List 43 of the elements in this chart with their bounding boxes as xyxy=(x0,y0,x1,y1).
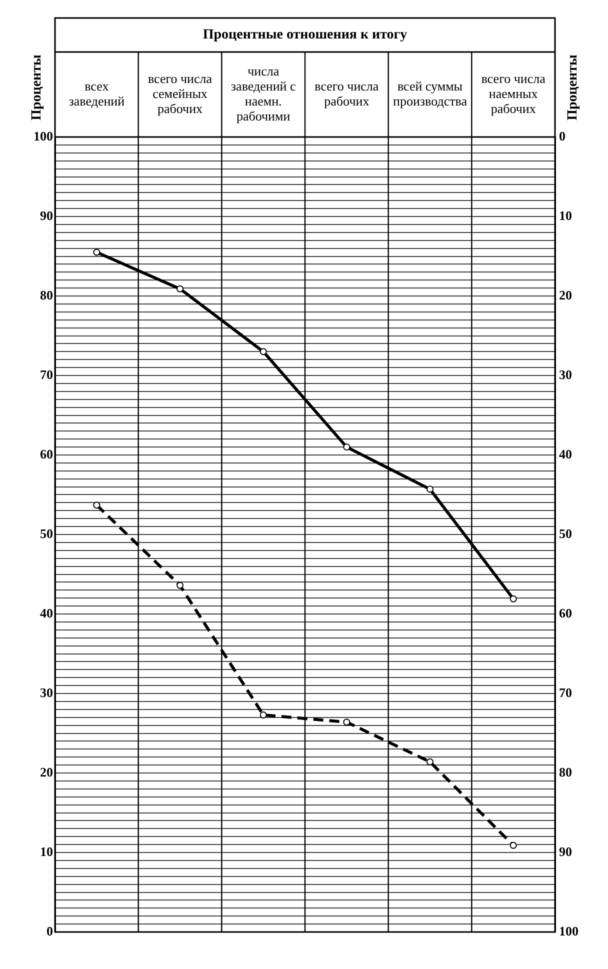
y2-axis-title: Проценты xyxy=(566,54,581,120)
y2-tick-label: 60 xyxy=(559,605,572,620)
y-tick-label: 80 xyxy=(40,287,53,302)
point xyxy=(176,285,184,292)
y-tick-label: 30 xyxy=(40,684,53,700)
point xyxy=(510,842,517,849)
point xyxy=(260,711,267,718)
x-tick-label: всего числа рабочих xyxy=(314,78,379,108)
y2-tick-label: 90 xyxy=(559,844,572,859)
y2-tick-label: 30 xyxy=(559,366,572,382)
y-tick-label: 60 xyxy=(40,446,53,462)
point xyxy=(176,582,184,589)
y2-tick-label: 80 xyxy=(559,764,572,780)
y-tick-label: 20 xyxy=(40,764,53,780)
y2-tick-label: 20 xyxy=(559,287,572,302)
x-tick-label: числа заведений с наемн. рабочими xyxy=(230,63,296,124)
point xyxy=(510,595,517,602)
x-tick-label: всего числа наемных рабочих xyxy=(481,70,546,116)
x-tick-label: всех заведений xyxy=(68,78,125,108)
y2-tick-label: 70 xyxy=(559,684,572,700)
y-tick-label: 70 xyxy=(40,366,53,382)
y2-tick-label: 100 xyxy=(559,923,578,938)
x-tick-label: всей суммы производства xyxy=(392,78,468,108)
y-tick-label: 10 xyxy=(40,844,53,859)
point xyxy=(260,348,267,356)
y2-tick-label: 10 xyxy=(559,208,572,223)
y2-tick-label: 40 xyxy=(559,446,572,462)
point xyxy=(93,502,100,509)
point xyxy=(93,248,100,256)
point xyxy=(426,758,434,766)
y-axis-title: Проценты xyxy=(30,54,45,120)
y2-tick-label: 0 xyxy=(559,128,566,144)
point xyxy=(343,718,350,726)
y-tick-label: 0 xyxy=(46,923,53,938)
y-tick-label: 90 xyxy=(40,208,53,223)
point xyxy=(426,486,434,493)
point xyxy=(343,444,350,451)
y-tick-label: 50 xyxy=(40,526,53,541)
chart-title: Процентные отношения к итогу xyxy=(202,28,408,43)
x-tick-label: всего числа семейных рабочих xyxy=(148,70,212,116)
y2-tick-label: 50 xyxy=(559,526,572,541)
y-tick-label: 100 xyxy=(34,128,53,144)
y-tick-label: 40 xyxy=(40,605,53,620)
